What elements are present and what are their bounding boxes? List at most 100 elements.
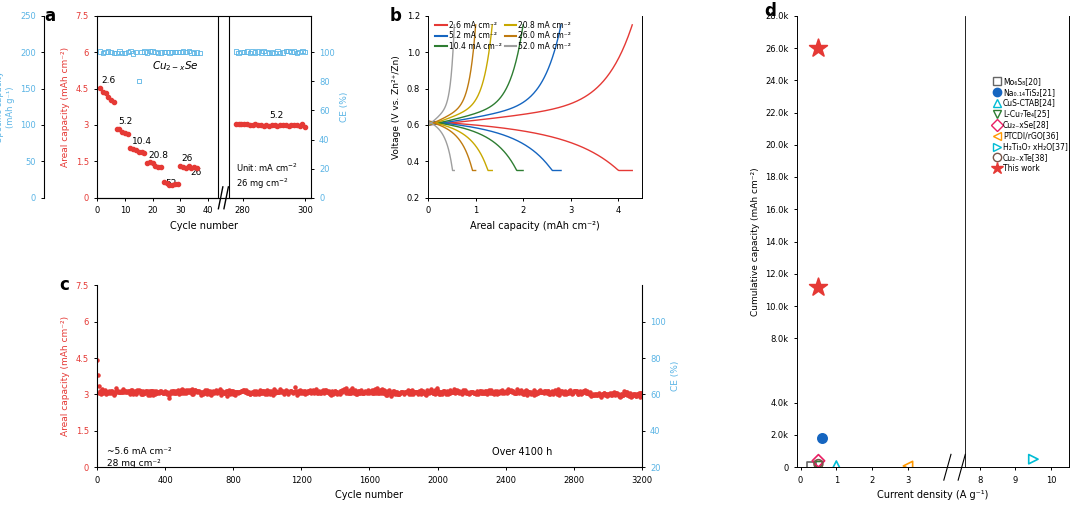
- Point: [366, 385, 383, 393]
- Point: [264, 486, 281, 494]
- Point: [349, 387, 366, 395]
- Point: [600, 486, 618, 494]
- Point: [489, 486, 507, 494]
- Point: [117, 387, 134, 395]
- Point: [472, 388, 489, 397]
- Point: [517, 486, 535, 495]
- Point: [415, 486, 432, 494]
- Point: [258, 390, 275, 398]
- Point: [391, 486, 408, 494]
- Point: [168, 48, 186, 56]
- Point: [107, 486, 124, 494]
- Point: [566, 386, 583, 395]
- Point: [136, 149, 153, 158]
- Point: [360, 486, 377, 494]
- Point: [202, 486, 219, 494]
- Point: [476, 486, 494, 494]
- Point: [569, 486, 586, 494]
- Point: [285, 388, 302, 396]
- Point: [512, 486, 529, 494]
- Point: [168, 387, 186, 395]
- Point: [465, 486, 483, 494]
- Point: [570, 486, 588, 494]
- Point: [403, 486, 420, 494]
- Point: [353, 486, 370, 494]
- Point: [246, 486, 264, 494]
- Point: [573, 486, 591, 494]
- Point: [416, 486, 433, 495]
- Point: [231, 486, 248, 494]
- Point: [173, 486, 190, 494]
- Point: [154, 388, 172, 397]
- Point: [219, 486, 237, 494]
- Point: [192, 486, 210, 494]
- Point: [443, 486, 460, 494]
- Point: [177, 486, 194, 494]
- Point: [461, 486, 478, 494]
- Point: [433, 388, 450, 396]
- Point: [511, 387, 528, 395]
- Point: [359, 388, 376, 397]
- Point: [104, 387, 121, 395]
- Point: [241, 390, 258, 398]
- Point: [301, 386, 319, 394]
- Point: [307, 388, 324, 397]
- Point: [133, 486, 150, 494]
- Point: [464, 387, 482, 396]
- Point: [106, 388, 123, 397]
- Point: [193, 486, 211, 494]
- Point: [606, 486, 623, 494]
- Point: [245, 390, 262, 398]
- Point: [123, 386, 140, 394]
- Point: [295, 486, 312, 494]
- Point: [217, 387, 234, 395]
- Point: [151, 486, 168, 494]
- Point: [314, 486, 332, 494]
- Point: [595, 486, 612, 494]
- Point: [197, 486, 214, 494]
- Point: [271, 486, 288, 494]
- Point: [595, 389, 612, 397]
- Point: [168, 486, 186, 494]
- Point: [258, 48, 275, 57]
- Point: [180, 47, 198, 56]
- Point: [469, 387, 486, 395]
- Point: [502, 486, 519, 494]
- Point: [468, 390, 485, 398]
- Point: [609, 390, 626, 398]
- Point: [168, 386, 186, 395]
- Point: [278, 47, 295, 55]
- Point: [388, 390, 405, 398]
- Point: [192, 486, 210, 494]
- Point: [210, 486, 227, 494]
- Point: [266, 121, 283, 129]
- Point: [298, 486, 315, 495]
- Point: [156, 389, 173, 397]
- Point: [150, 486, 167, 494]
- Point: [631, 390, 648, 398]
- Point: [467, 486, 484, 495]
- Point: [247, 486, 265, 494]
- Point: [366, 385, 383, 394]
- X-axis label: Areal capacity (mAh cm⁻²): Areal capacity (mAh cm⁻²): [470, 220, 599, 230]
- Point: [241, 486, 258, 494]
- Point: [274, 48, 292, 57]
- Point: [546, 388, 564, 396]
- Point: [243, 388, 260, 396]
- Point: [231, 486, 248, 494]
- Point: [336, 486, 353, 494]
- Point: [435, 386, 453, 395]
- Point: [146, 388, 163, 397]
- Point: [234, 386, 252, 395]
- Point: [131, 387, 148, 395]
- Point: [172, 486, 189, 494]
- Point: [559, 388, 577, 397]
- Point: [100, 486, 118, 494]
- Point: [218, 486, 235, 494]
- Point: [419, 486, 436, 494]
- Point: [476, 486, 494, 494]
- Point: [118, 486, 135, 494]
- Point: [144, 159, 161, 167]
- Point: [539, 486, 556, 494]
- Point: [458, 486, 475, 494]
